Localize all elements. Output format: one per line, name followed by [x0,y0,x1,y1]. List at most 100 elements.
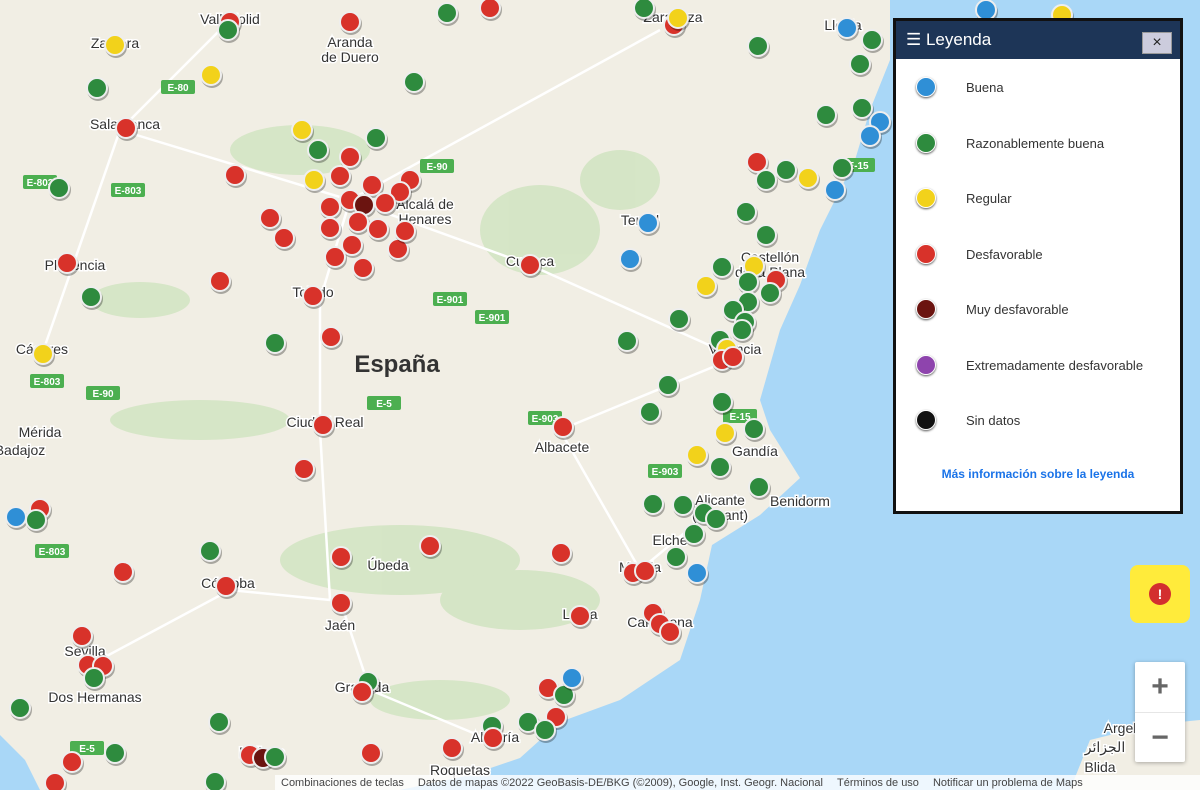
map-marker[interactable] [320,326,343,350]
map-marker[interactable] [291,119,314,143]
footer-link[interactable]: Datos de mapas ©2022 GeoBasis-DE/BKG (©2… [417,776,823,789]
map-marker[interactable] [374,192,397,216]
map-marker[interactable] [747,35,770,59]
map-marker[interactable] [330,592,353,616]
map-marker[interactable] [403,71,426,95]
footer-link[interactable]: Términos de uso [837,776,919,789]
map-marker[interactable] [365,127,388,151]
map-marker[interactable] [215,575,238,599]
zoom-out[interactable]: − [1135,712,1185,763]
map-marker[interactable] [755,169,778,193]
map-marker[interactable] [112,561,135,585]
map-marker[interactable] [731,319,754,343]
map-marker[interactable] [755,224,778,248]
legend-link[interactable]: Más información sobre la leyenda [941,467,1135,481]
map-marker[interactable] [5,506,28,530]
map-marker[interactable] [339,11,362,35]
map-marker[interactable] [303,169,326,193]
map-marker[interactable] [831,157,854,181]
map-marker[interactable] [735,201,758,225]
map-marker[interactable] [389,181,412,205]
map-marker[interactable] [419,535,442,559]
map-marker[interactable] [351,681,374,705]
map-marker[interactable] [534,719,557,743]
map-marker[interactable] [319,217,342,241]
map-marker[interactable] [569,605,592,629]
map-marker[interactable] [264,332,287,356]
map-marker[interactable] [259,207,282,231]
map-marker[interactable] [659,621,682,645]
map-marker[interactable] [61,751,84,775]
map-marker[interactable] [360,742,383,766]
map-marker[interactable] [436,2,459,26]
map-marker[interactable] [208,711,231,735]
map-marker[interactable] [204,771,227,790]
map-marker[interactable] [639,401,662,425]
map-marker[interactable] [619,248,642,272]
map-marker[interactable] [115,117,138,141]
map-marker[interactable] [836,17,859,41]
map-marker[interactable] [352,257,375,281]
map-marker[interactable] [633,0,656,21]
map-marker[interactable] [975,0,998,23]
map-marker[interactable] [341,234,364,258]
map-marker[interactable] [748,476,771,500]
map-marker[interactable] [861,29,884,53]
map-marker[interactable] [367,218,390,242]
map-marker[interactable] [851,97,874,121]
map-marker[interactable] [775,159,798,183]
map-marker[interactable] [200,64,223,88]
map-marker[interactable] [307,139,330,163]
map-marker[interactable] [552,416,575,440]
map-marker[interactable] [683,523,706,547]
map-marker[interactable] [519,254,542,278]
map-marker[interactable] [667,7,690,31]
map-marker[interactable] [224,164,247,188]
map-marker[interactable] [361,174,384,198]
map-marker[interactable] [56,252,79,276]
map-marker[interactable] [668,308,691,332]
map-marker[interactable] [815,104,838,128]
map-marker[interactable] [86,77,109,101]
map-marker[interactable] [199,540,222,564]
map-marker[interactable] [634,560,657,584]
map-marker[interactable] [324,246,347,270]
map-marker[interactable] [302,285,325,309]
map-marker[interactable] [32,343,55,367]
map-marker[interactable] [71,625,94,649]
map-marker[interactable] [686,562,709,586]
map-marker[interactable] [319,196,342,220]
map-marker[interactable] [561,667,584,691]
map-marker[interactable] [859,125,882,149]
map-marker[interactable] [665,546,688,570]
map-marker[interactable] [479,0,502,21]
map-marker[interactable] [759,282,782,306]
map-marker[interactable] [824,179,847,203]
map-marker[interactable] [553,684,576,708]
map-marker[interactable] [737,271,760,295]
map-marker[interactable] [329,165,352,189]
map-marker[interactable] [482,727,505,751]
zoom-in[interactable]: + [1151,670,1169,703]
map-marker[interactable] [9,697,32,721]
map-marker[interactable] [695,275,718,299]
map-marker[interactable] [104,34,127,58]
footer-link[interactable]: Combinaciones de teclas [281,776,404,789]
map-marker[interactable] [797,167,820,191]
map-marker[interactable] [293,458,316,482]
map-marker[interactable] [25,509,48,533]
map-marker[interactable] [264,746,287,770]
map-marker[interactable] [387,238,410,262]
close-button[interactable]: × [1142,32,1172,54]
map-marker[interactable] [743,418,766,442]
map-marker[interactable] [722,346,745,370]
map-marker[interactable] [48,177,71,201]
map-marker[interactable] [672,494,695,518]
map-marker[interactable] [657,374,680,398]
map-marker[interactable] [330,546,353,570]
map-marker[interactable] [550,542,573,566]
map-marker[interactable] [83,667,106,691]
map-marker[interactable] [711,256,734,280]
map-marker[interactable] [339,146,362,170]
map-marker[interactable] [104,742,127,766]
